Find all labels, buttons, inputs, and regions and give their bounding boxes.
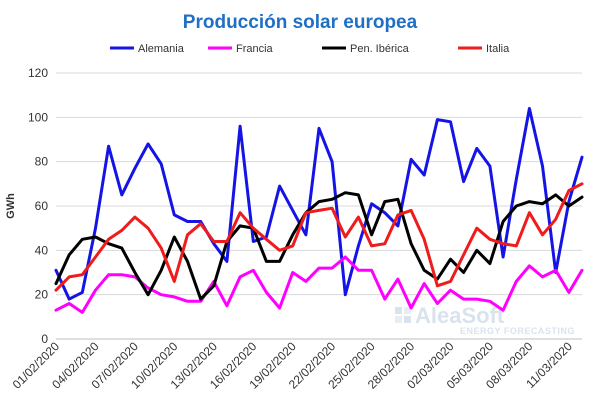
series-line-0	[54, 107, 584, 301]
legend-label: Pen. Ibérica	[350, 43, 410, 55]
y-tick-label: 40	[35, 243, 49, 257]
y-tick-label: 80	[35, 155, 49, 169]
gridlines	[56, 72, 582, 340]
series-line-2	[54, 191, 584, 301]
y-tick-label: 60	[35, 199, 49, 213]
series-lines	[54, 107, 584, 314]
legend-item: Francia	[208, 43, 274, 55]
y-tick-label: 20	[35, 288, 49, 302]
series-line-1	[54, 255, 584, 314]
legend-label: Italia	[486, 43, 510, 55]
y-axis: 0 20 40 60 80 100 120	[28, 66, 48, 346]
legend-label: Alemania	[138, 43, 185, 55]
y-tick-label: 120	[28, 66, 48, 80]
legend-item: Italia	[458, 43, 510, 55]
watermark-brand: AleaSoft	[415, 303, 505, 328]
watermark: AleaSoft ENERGY FORECASTING	[395, 303, 575, 336]
legend-item: Alemania	[110, 43, 185, 55]
y-tick-label: 0	[41, 332, 48, 346]
x-axis: 01/02/202004/02/202007/02/202010/02/2020…	[10, 339, 575, 392]
legend-label: Francia	[236, 43, 274, 55]
legend-item: Pen. Ibérica	[322, 43, 410, 55]
y-tick-label: 100	[28, 110, 48, 124]
watermark-tagline: ENERGY FORECASTING	[460, 326, 575, 336]
legend: Alemania Francia Pen. Ibérica Italia	[110, 43, 510, 55]
watermark-logo-icon	[395, 307, 411, 323]
chart-title: Producción solar europea	[183, 12, 418, 33]
series-line-3	[54, 182, 584, 292]
y-axis-label: GWh	[5, 193, 17, 219]
